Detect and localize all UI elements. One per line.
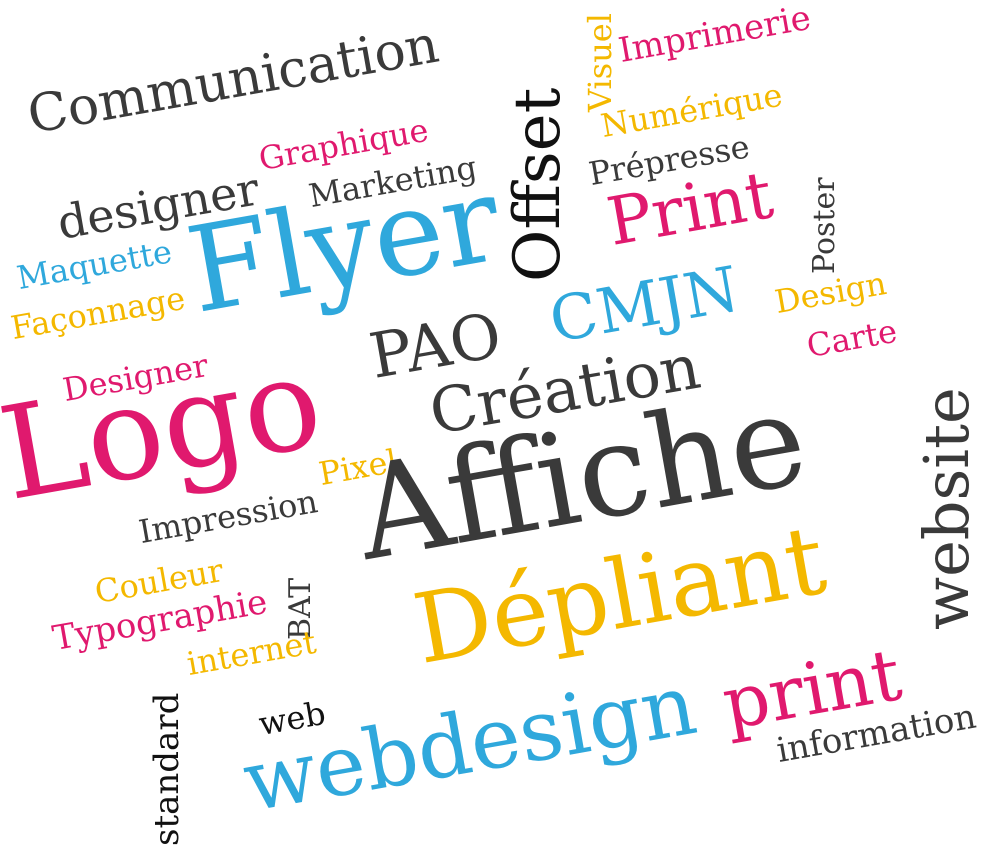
word-numerique: Numérique (597, 75, 786, 145)
word-website: website (910, 387, 983, 630)
word-poster: Poster (807, 177, 842, 274)
word-visuel: Visuel (581, 13, 619, 112)
word-imprimerie: Imprimerie (615, 0, 814, 71)
word-carte: Carte (803, 311, 900, 365)
word-design: Design (771, 264, 890, 321)
word-offset: Offset (501, 87, 575, 282)
word-internet: internet (183, 622, 319, 683)
word-standard: standard (147, 692, 187, 846)
word-webdesign: webdesign (236, 655, 703, 831)
